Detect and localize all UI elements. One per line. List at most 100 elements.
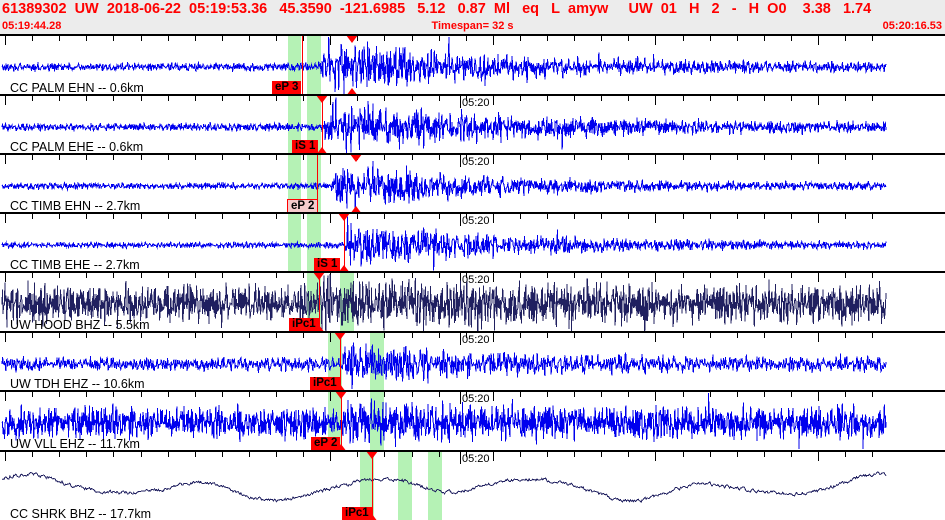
axis-tick-minor: [222, 96, 223, 101]
coda-window-band: [328, 333, 342, 390]
event-depth: 5.12: [417, 1, 446, 17]
axis-tick-minor: [764, 452, 765, 457]
axis-tick-minor: [168, 273, 169, 278]
axis-tick-minor: [439, 273, 440, 278]
channel-label: UW VLL EHZ -- 11.7km: [10, 437, 140, 451]
axis-tick-minor: [764, 333, 765, 338]
channel-label: CC SHRK BHZ -- 17.7km: [10, 507, 151, 520]
phase-pick-line[interactable]: [340, 333, 341, 390]
phase-pick-line[interactable]: [302, 36, 303, 94]
axis-tick-minor: [384, 333, 385, 338]
axis-tick-minor: [141, 392, 142, 397]
amplitude-marker-down-icon: [316, 96, 328, 103]
trace-panel[interactable]: 05:20 iPc1 UW TDH EHZ -- 10.6km: [0, 331, 945, 390]
axis-tick-minor: [222, 155, 223, 160]
coda-window-band: [307, 96, 321, 153]
phase-pick-label[interactable]: iS 1: [314, 258, 341, 271]
axis-tick-minor: [439, 96, 440, 101]
axis-tick-minor: [303, 273, 304, 278]
axis-tick-minor: [249, 333, 250, 338]
axis-tick-major: [655, 392, 656, 401]
phase-pick-line[interactable]: [344, 214, 345, 271]
axis-tick-minor: [601, 96, 602, 101]
phase-pick-line[interactable]: [341, 392, 342, 450]
axis-tick-minor: [384, 36, 385, 41]
axis-tick-minor: [276, 392, 277, 397]
axis-tick-minor: [547, 96, 548, 101]
phase-pick-label[interactable]: eP 2: [311, 437, 341, 450]
amplitude-marker-up-icon: [335, 444, 347, 450]
axis-tick-major: [655, 155, 656, 164]
axis-tick-minor: [412, 273, 413, 278]
axis-tick-minor: [59, 36, 60, 41]
amplitude-marker-up-icon: [366, 514, 378, 520]
phase-pick-label[interactable]: iPc1: [289, 318, 319, 331]
trace-panel[interactable]: 05:20 iPc1 CC SHRK BHZ -- 17.7km: [0, 450, 945, 520]
amplitude-marker-up-icon: [338, 265, 350, 271]
axis-tick-minor: [412, 155, 413, 160]
axis-tick-minor: [141, 96, 142, 101]
coda-window-band: [307, 36, 321, 94]
trace-panel[interactable]: 05:20 eP 2 CC TIMB EHN -- 2.7km: [0, 153, 945, 212]
axis-time-label: 05:20: [462, 97, 490, 109]
waveform-trace: [1, 471, 887, 503]
axis-tick-minor: [628, 36, 629, 41]
axis-tick-minor: [466, 36, 467, 41]
phase-pick-line[interactable]: [322, 96, 323, 153]
axis-tick-minor: [412, 333, 413, 338]
trace-panel[interactable]: eP 3 CC PALM EHN -- 0.6km: [0, 34, 945, 94]
axis-tick-major: [330, 96, 331, 105]
axis-tick-minor: [222, 392, 223, 397]
axis-tick-minor: [872, 273, 873, 278]
axis-tick-labeled: [460, 96, 461, 108]
axis-tick-minor: [412, 392, 413, 397]
waveform-trace: [1, 273, 887, 331]
axis-tick-minor: [737, 333, 738, 338]
axis-tick-major: [330, 155, 331, 164]
axis-tick-minor: [303, 392, 304, 397]
axis-tick-minor: [547, 214, 548, 219]
axis-tick-minor: [276, 214, 277, 219]
axis-tick-minor: [86, 155, 87, 160]
axis-tick-minor: [547, 36, 548, 41]
axis-tick-minor: [791, 333, 792, 338]
amplitude-marker-down-icon: [350, 155, 362, 162]
phase-pick-line[interactable]: [319, 273, 320, 331]
phase-pick-line[interactable]: [317, 155, 318, 212]
axis-tick-labeled: [460, 155, 461, 167]
waveform-trace: [1, 342, 887, 389]
trace-stack[interactable]: eP 3 CC PALM EHN -- 0.6km 05:20 iS 1 CC PALM…: [0, 34, 945, 520]
axis-tick-major: [493, 96, 494, 105]
phase-pick-label[interactable]: iPc1: [310, 377, 340, 390]
axis-tick-minor: [384, 155, 385, 160]
trace-panel[interactable]: 05:20 iS 1 CC TIMB EHE -- 2.7km: [0, 212, 945, 271]
phase-pick-line[interactable]: [372, 452, 373, 520]
event-longitude: -121.6985: [339, 1, 406, 17]
axis-tick-labeled: [460, 452, 461, 464]
trace-panel[interactable]: 05:20 iPc1 UW HOOD BHZ -- 5.5km: [0, 271, 945, 331]
phase-pick-label[interactable]: eP 3: [272, 81, 302, 94]
axis-tick-minor: [574, 333, 575, 338]
axis-time-label: 05:20: [462, 393, 490, 405]
phase-pick-label[interactable]: iS 1: [292, 140, 319, 153]
axis-tick-minor: [113, 96, 114, 101]
axis-tick-minor: [466, 96, 467, 101]
axis-tick-minor: [791, 392, 792, 397]
axis-tick-minor: [791, 36, 792, 41]
axis-tick-labeled: [460, 214, 461, 226]
phase-pick-label[interactable]: iPc1: [342, 507, 372, 520]
axis-tick-minor: [628, 273, 629, 278]
axis-tick-minor: [276, 36, 277, 41]
axis-tick-minor: [276, 155, 277, 160]
axis-tick-minor: [520, 273, 521, 278]
axis-tick-minor: [32, 392, 33, 397]
axis-tick-minor: [303, 96, 304, 101]
axis-tick-minor: [32, 155, 33, 160]
axis-tick-minor: [710, 96, 711, 101]
axis-tick-major: [5, 452, 6, 461]
axis-tick-major: [818, 392, 819, 401]
axis-tick-minor: [439, 155, 440, 160]
phase-pick-label[interactable]: eP 2: [287, 199, 319, 212]
trace-panel[interactable]: 05:20 eP 2 UW VLL EHZ -- 11.7km: [0, 390, 945, 450]
trace-panel[interactable]: 05:20 iS 1 CC PALM EHE -- 0.6km: [0, 94, 945, 153]
